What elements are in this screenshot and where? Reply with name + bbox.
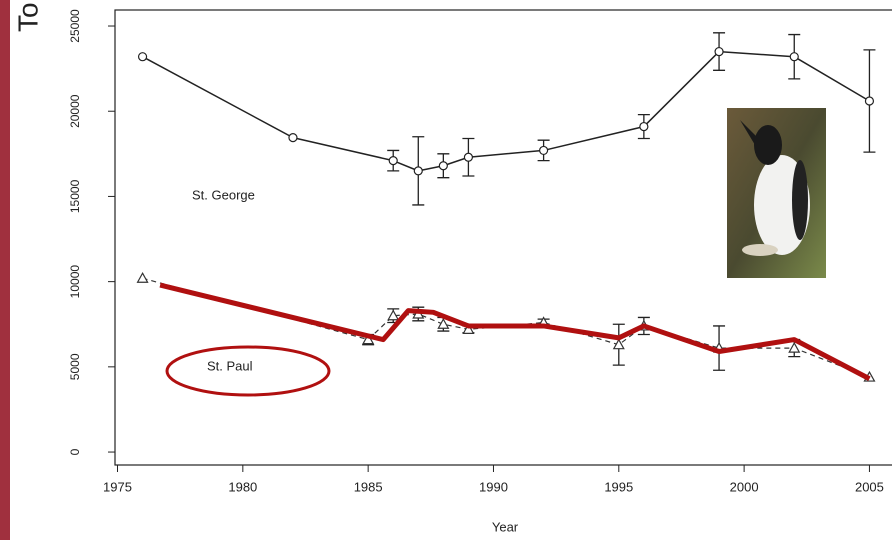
point [388, 156, 398, 166]
x-tick-label: 1990 [479, 479, 508, 494]
point [288, 133, 298, 143]
side-bar [0, 0, 10, 540]
annotation: St. Paul [207, 358, 253, 373]
x-tick-label: 1985 [354, 479, 383, 494]
point [639, 121, 649, 132]
y-tick-label: 25000 [68, 9, 82, 43]
highlight-ellipse [165, 345, 331, 397]
point [437, 318, 450, 329]
point [462, 323, 475, 334]
point [864, 96, 875, 106]
point [539, 145, 549, 156]
point [387, 309, 400, 321]
y-tick-label: 0 [68, 448, 82, 455]
y-axis-title: To [12, 2, 43, 32]
x-axis-title: Year [492, 519, 519, 534]
point [788, 341, 801, 353]
point [136, 271, 149, 283]
annotation: St. George [192, 187, 255, 202]
y-tick-label: 10000 [68, 265, 82, 299]
point [789, 52, 799, 62]
x-tick-label: 2000 [730, 479, 759, 494]
point [413, 166, 423, 176]
series-line [159, 282, 871, 381]
x-tick-label: 1980 [228, 479, 257, 494]
point [438, 161, 448, 171]
x-tick-label: 1975 [103, 479, 132, 494]
y-tick-label: 20000 [68, 94, 82, 128]
point [612, 338, 625, 350]
y-tick-label: 15000 [68, 179, 82, 213]
x-tick-label: 2005 [855, 479, 884, 494]
bird-photo [727, 108, 826, 278]
point [714, 46, 724, 57]
point [137, 52, 148, 62]
y-tick-label: 5000 [68, 353, 82, 380]
plot-frame [114, 9, 892, 466]
point [463, 152, 474, 162]
x-tick-label: 1995 [604, 479, 633, 494]
